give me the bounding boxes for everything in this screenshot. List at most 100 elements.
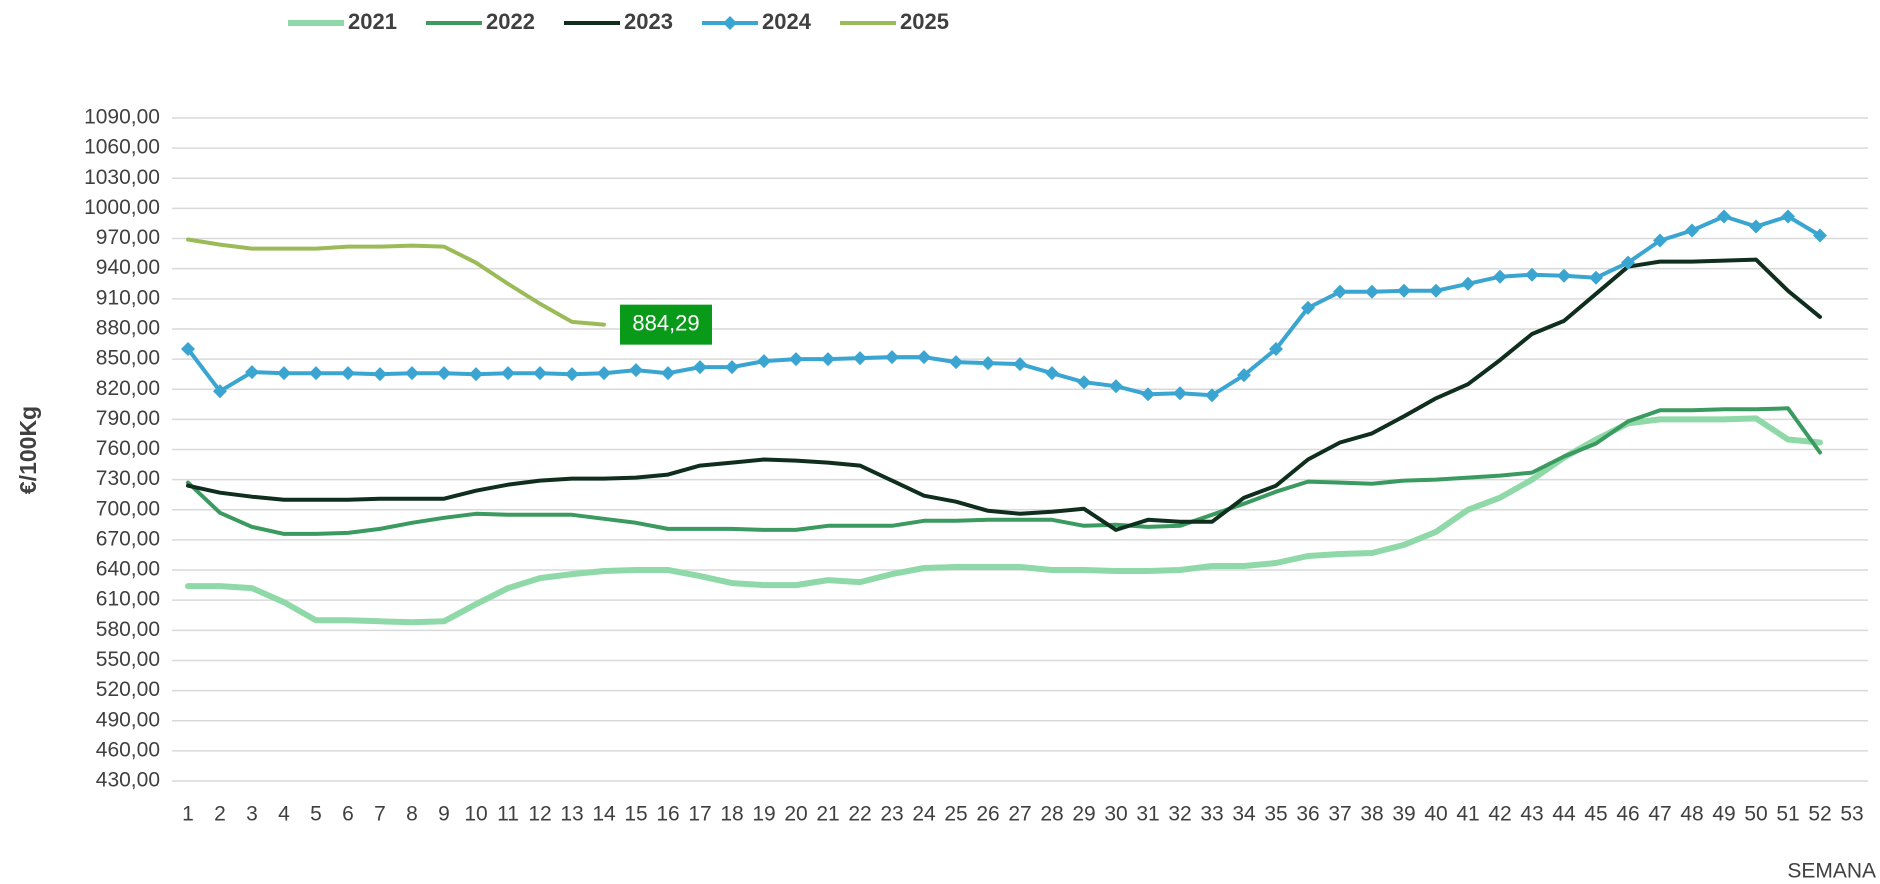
x-tick-label: 42: [1488, 803, 1511, 826]
y-tick-label: 820,00: [96, 377, 160, 400]
x-tick-label: 38: [1360, 803, 1383, 826]
x-tick-label: 2: [214, 803, 226, 826]
y-tick-label: 790,00: [96, 407, 160, 430]
x-tick-label: 16: [656, 803, 679, 826]
point-marker: [1461, 276, 1475, 291]
y-tick-label: 1090,00: [84, 106, 160, 129]
x-tick-label: 50: [1744, 803, 1767, 826]
point-marker: [1621, 255, 1635, 270]
series-line: [186, 257, 1822, 532]
y-tick-label: 700,00: [96, 497, 160, 520]
x-tick-label: 41: [1456, 803, 1479, 826]
x-tick-label: 4: [278, 803, 290, 826]
y-tick-label: 640,00: [96, 558, 160, 581]
x-tick-label: 36: [1296, 803, 1319, 826]
point-marker: [437, 366, 451, 381]
y-tick-label: 580,00: [96, 618, 160, 641]
y-tick-label: 550,00: [96, 648, 160, 671]
y-tick-label: 430,00: [96, 769, 160, 792]
x-tick-label: 7: [374, 803, 386, 826]
x-axis-title: SEMANA: [1787, 860, 1876, 883]
point-marker: [725, 360, 739, 375]
point-marker: [1365, 284, 1379, 299]
x-tick-label: 44: [1552, 803, 1576, 826]
point-marker: [341, 366, 355, 381]
legend-label: 2021: [348, 9, 397, 34]
x-tick-label: 45: [1584, 803, 1607, 826]
y-tick-label: 730,00: [96, 467, 160, 490]
x-tick-label: 49: [1712, 803, 1735, 826]
point-marker: [533, 366, 547, 381]
x-tick-label: 32: [1168, 803, 1191, 826]
point-marker: [1013, 357, 1027, 372]
x-tick-label: 8: [406, 803, 418, 826]
x-tick-label: 29: [1072, 803, 1095, 826]
legend-marker: [723, 16, 737, 30]
point-marker: [1653, 233, 1667, 248]
legend-label: 2022: [486, 9, 535, 34]
point-marker: [885, 350, 899, 365]
y-tick-label: 490,00: [96, 708, 160, 731]
x-tick-label: 30: [1104, 803, 1127, 826]
point-marker: [1525, 267, 1539, 282]
point-marker: [757, 354, 771, 369]
x-tick-label: 12: [528, 803, 551, 826]
y-tick-label: 940,00: [96, 256, 160, 279]
point-marker: [405, 366, 419, 381]
point-marker: [981, 356, 995, 371]
x-tick-label: 9: [438, 803, 450, 826]
y-tick-label: 460,00: [96, 738, 160, 761]
point-marker: [1237, 368, 1251, 383]
y-tick-label: 1000,00: [84, 196, 160, 219]
legend-label: 2023: [624, 9, 673, 34]
x-tick-label: 3: [246, 803, 258, 826]
x-tick-label: 26: [976, 803, 999, 826]
point-marker: [597, 366, 611, 381]
x-tick-label: 39: [1392, 803, 1415, 826]
x-tick-label: 47: [1648, 803, 1671, 826]
x-tick-label: 51: [1776, 803, 1799, 826]
point-marker: [1493, 269, 1507, 284]
point-marker: [1589, 270, 1603, 285]
point-marker: [501, 366, 515, 381]
series-line: [186, 237, 606, 327]
y-tick-label: 670,00: [96, 527, 160, 550]
x-tick-label: 17: [688, 803, 711, 826]
x-tick-label: 37: [1328, 803, 1351, 826]
x-tick-label: 53: [1840, 803, 1863, 826]
series-line: [186, 214, 1822, 398]
point-marker: [629, 363, 643, 378]
point-marker: [821, 352, 835, 367]
x-tick-label: 52: [1808, 803, 1831, 826]
x-tick-label: 22: [848, 803, 871, 826]
x-tick-label: 27: [1008, 803, 1031, 826]
x-tick-label: 1: [182, 803, 194, 826]
point-marker: [1141, 387, 1155, 402]
y-tick-label: 970,00: [96, 226, 160, 249]
point-marker: [373, 367, 387, 382]
y-tick-label: 1030,00: [84, 166, 160, 189]
x-tick-label: 24: [912, 803, 936, 826]
point-marker: [565, 367, 579, 382]
point-marker: [181, 342, 195, 357]
point-marker: [1813, 228, 1827, 243]
point-marker: [469, 367, 483, 382]
point-marker: [1077, 375, 1091, 390]
point-marker: [1685, 223, 1699, 238]
data-label-box: [620, 304, 712, 345]
y-tick-label: 850,00: [96, 347, 160, 370]
point-marker: [1173, 386, 1187, 401]
y-tick-label: 760,00: [96, 437, 160, 460]
x-tick-label: 48: [1680, 803, 1703, 826]
x-tick-label: 43: [1520, 803, 1543, 826]
point-marker: [949, 355, 963, 370]
x-tick-label: 15: [624, 803, 647, 826]
point-marker: [309, 366, 323, 381]
point-marker: [1109, 379, 1123, 394]
point-marker: [1429, 283, 1443, 298]
point-marker: [1301, 300, 1315, 315]
point-marker: [1333, 284, 1347, 299]
x-tick-label: 18: [720, 803, 743, 826]
point-marker: [1557, 268, 1571, 283]
series-line: [186, 406, 1822, 536]
